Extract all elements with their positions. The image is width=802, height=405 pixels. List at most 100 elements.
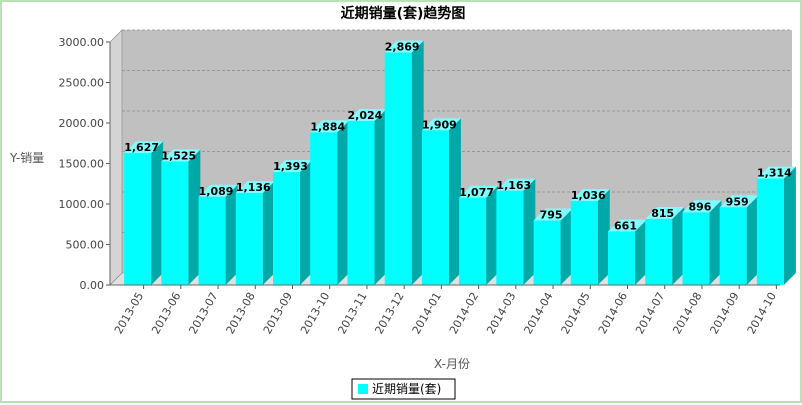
bar-top bbox=[235, 180, 275, 193]
data-label: 959 bbox=[726, 195, 749, 208]
chart-title: 近期销量(套)趋势图 bbox=[341, 5, 466, 22]
bar-front bbox=[235, 192, 263, 285]
bar bbox=[273, 160, 312, 285]
y-axis-label: Y-销量 bbox=[9, 151, 44, 165]
bar bbox=[719, 195, 759, 285]
bar bbox=[608, 219, 647, 285]
bar-top bbox=[459, 185, 499, 198]
x-tick-label: 2014-08 bbox=[670, 290, 704, 336]
bar-front bbox=[682, 212, 710, 285]
data-label: 2,869 bbox=[385, 41, 420, 54]
bar-side bbox=[560, 208, 573, 285]
data-label: 1,077 bbox=[459, 186, 494, 199]
bar-front bbox=[384, 52, 412, 286]
plot-side-wall bbox=[109, 29, 123, 286]
bar bbox=[421, 118, 461, 285]
x-tick-label: 2014-03 bbox=[484, 290, 518, 336]
legend-series-name: 近期销量(套) bbox=[372, 382, 441, 396]
bar bbox=[310, 120, 350, 286]
x-tick-label: 2013-12 bbox=[373, 290, 407, 336]
bar-top bbox=[161, 149, 201, 162]
bar bbox=[496, 178, 536, 285]
y-tick-label: 500.00 bbox=[66, 239, 105, 252]
bar-front bbox=[608, 231, 635, 285]
x-tick-label: 2013-05 bbox=[112, 290, 146, 336]
y-tick-label: 0.00 bbox=[80, 279, 105, 292]
bar-front bbox=[198, 196, 226, 285]
bar-side bbox=[151, 141, 164, 285]
bar-side bbox=[746, 195, 759, 285]
bar bbox=[161, 149, 201, 285]
bar-front bbox=[756, 178, 784, 285]
x-tick-label: 2014-05 bbox=[559, 290, 593, 336]
bar bbox=[682, 200, 722, 285]
bar-front bbox=[719, 207, 747, 285]
bar-top bbox=[273, 160, 312, 173]
bar bbox=[533, 208, 573, 285]
data-label: 1,909 bbox=[422, 118, 457, 131]
bar-front bbox=[421, 130, 449, 285]
bar bbox=[459, 185, 499, 285]
data-label: 1,884 bbox=[310, 120, 345, 133]
bar-front bbox=[459, 197, 487, 285]
data-label: 1,136 bbox=[236, 181, 271, 194]
bar-side bbox=[709, 200, 722, 285]
y-tick-label: 2000.00 bbox=[59, 117, 105, 130]
y-tick-label: 3000.00 bbox=[59, 36, 105, 49]
bar-top bbox=[570, 189, 610, 202]
bar-side bbox=[486, 185, 499, 285]
x-tick-label: 2014-09 bbox=[708, 290, 742, 336]
x-tick-label: 2014-10 bbox=[745, 290, 779, 336]
bar-side bbox=[448, 118, 461, 285]
x-axis-ticks: 2013-05 2013-06 2013-07 2013-08 2013-09 2013-… bbox=[110, 284, 780, 336]
bar bbox=[756, 166, 796, 285]
bar-front bbox=[310, 132, 338, 285]
x-tick-label: 2013-10 bbox=[298, 290, 332, 336]
bar-top bbox=[347, 109, 387, 122]
bar-top bbox=[384, 40, 424, 53]
bar-top bbox=[682, 200, 722, 213]
x-tick-label: 2013-09 bbox=[261, 290, 295, 336]
bar bbox=[235, 180, 275, 285]
bar-front bbox=[533, 220, 561, 285]
data-label: 2,024 bbox=[348, 109, 383, 122]
bar-side bbox=[188, 149, 201, 285]
bar-side bbox=[523, 178, 536, 285]
bar-top bbox=[719, 195, 759, 208]
legend: 近期销量(套) bbox=[351, 378, 456, 400]
bar-side bbox=[225, 184, 238, 285]
data-label: 661 bbox=[614, 219, 637, 232]
bar-top bbox=[608, 219, 647, 232]
bar-side bbox=[672, 206, 685, 285]
bar-top bbox=[124, 141, 164, 154]
bar-front bbox=[124, 153, 152, 285]
data-label: 1,525 bbox=[161, 149, 196, 162]
bar-side bbox=[337, 120, 350, 286]
bar-side bbox=[635, 219, 647, 285]
x-tick-label: 2013-06 bbox=[149, 290, 183, 336]
x-tick-label: 2014-02 bbox=[447, 290, 481, 336]
bar-top bbox=[496, 178, 536, 191]
bar bbox=[347, 109, 387, 285]
bar-side bbox=[374, 109, 387, 285]
data-label: 1,314 bbox=[757, 167, 792, 180]
bar bbox=[570, 189, 610, 285]
bar-side bbox=[411, 40, 424, 286]
bars bbox=[124, 40, 796, 286]
x-tick-label: 2014-07 bbox=[633, 290, 667, 336]
bar-front bbox=[347, 121, 375, 285]
bar-front bbox=[496, 190, 524, 285]
data-label: 1,163 bbox=[496, 179, 531, 192]
bar-top bbox=[645, 206, 685, 219]
legend-swatch bbox=[358, 384, 368, 394]
x-tick-label: 2014-04 bbox=[521, 290, 555, 336]
bar-top bbox=[198, 184, 238, 197]
data-label: 815 bbox=[651, 207, 674, 220]
legend-box bbox=[351, 378, 456, 400]
bar bbox=[124, 141, 164, 285]
y-tick-label: 1000.00 bbox=[59, 198, 105, 211]
bar-side bbox=[300, 160, 312, 285]
data-label: 1,036 bbox=[571, 189, 606, 202]
